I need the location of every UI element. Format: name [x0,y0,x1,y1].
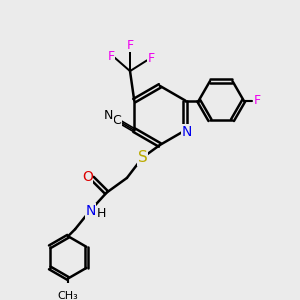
Text: F: F [127,39,134,52]
Text: O: O [82,170,93,184]
Text: F: F [148,52,155,65]
Text: F: F [254,94,261,107]
Text: H: H [96,207,106,220]
Text: N: N [85,204,96,218]
Text: S: S [137,150,147,165]
Text: C: C [112,114,121,127]
Text: N: N [182,124,192,139]
Text: F: F [108,50,115,63]
Text: N: N [104,109,113,122]
Text: CH₃: CH₃ [58,291,78,300]
